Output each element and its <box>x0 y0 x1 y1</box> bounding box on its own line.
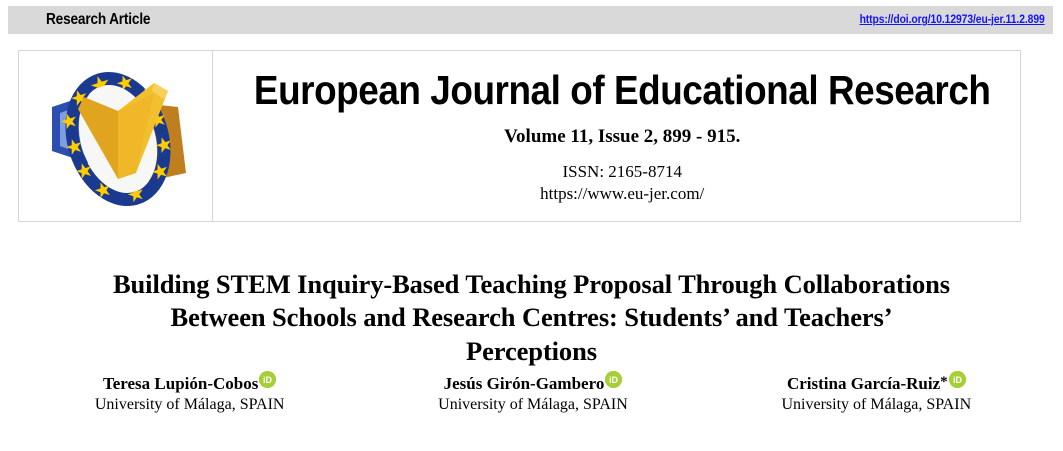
author-name-block: Cristina García-Ruiz * iD <box>786 371 966 394</box>
article-title-line-2: Between Schools and Research Centres: St… <box>170 302 893 333</box>
doi-link[interactable]: https://doi.org/10.12973/eu-jer.11.2.899 <box>859 14 1045 26</box>
svg-text:iD: iD <box>953 375 963 385</box>
masthead-text-block: European Journal of Educational Research… <box>213 51 1031 221</box>
article-title-line-3: Perceptions <box>466 336 597 367</box>
article-type-label: Research Article <box>46 11 151 28</box>
orcid-id-icon[interactable]: iD <box>948 371 966 388</box>
author-name: Jesús Girón-Gambero <box>443 374 605 393</box>
issn-label: ISSN: 2165-8714 <box>562 162 682 182</box>
logo-cell <box>19 51 213 221</box>
author-affiliation: University of Málaga, SPAIN <box>94 396 285 413</box>
corresponding-author-mark: * <box>940 374 948 390</box>
author-name-block: Teresa Lupión-Cobos iD <box>102 371 277 394</box>
svg-text:iD: iD <box>263 375 273 385</box>
author-entry: Cristina García-Ruiz * iD University of … <box>705 371 1048 414</box>
orcid-id-icon[interactable]: iD <box>605 371 623 388</box>
author-name-block: Jesús Girón-Gambero iD <box>443 371 623 394</box>
volume-issue-pages: Volume 11, Issue 2, 899 - 915. <box>504 126 741 148</box>
author-affiliation: University of Málaga, SPAIN <box>781 396 972 413</box>
author-affiliation: University of Málaga, SPAIN <box>438 396 628 413</box>
journal-masthead: European Journal of Educational Research… <box>18 50 1021 222</box>
top-header-bar: Research Article https://doi.org/10.1297… <box>8 6 1053 34</box>
journal-title: European Journal of Educational Research <box>253 67 991 113</box>
article-title: Building STEM Inquiry-Based Teaching Pro… <box>14 268 1049 369</box>
author-name: Teresa Lupión-Cobos <box>102 374 259 393</box>
eu-jer-journal-logo-icon <box>36 61 196 211</box>
author-list: Teresa Lupión-Cobos iD University of Mál… <box>18 371 1048 414</box>
svg-text:iD: iD <box>609 375 619 385</box>
author-entry: Jesús Girón-Gambero iD University of Mál… <box>361 371 704 414</box>
article-title-line-1: Building STEM Inquiry-Based Teaching Pro… <box>112 268 951 299</box>
orcid-id-icon[interactable]: iD <box>259 371 277 388</box>
author-name: Cristina García-Ruiz <box>786 374 941 393</box>
journal-website-url: https://www.eu-jer.com/ <box>540 184 705 204</box>
author-entry: Teresa Lupión-Cobos iD University of Mál… <box>18 371 361 414</box>
